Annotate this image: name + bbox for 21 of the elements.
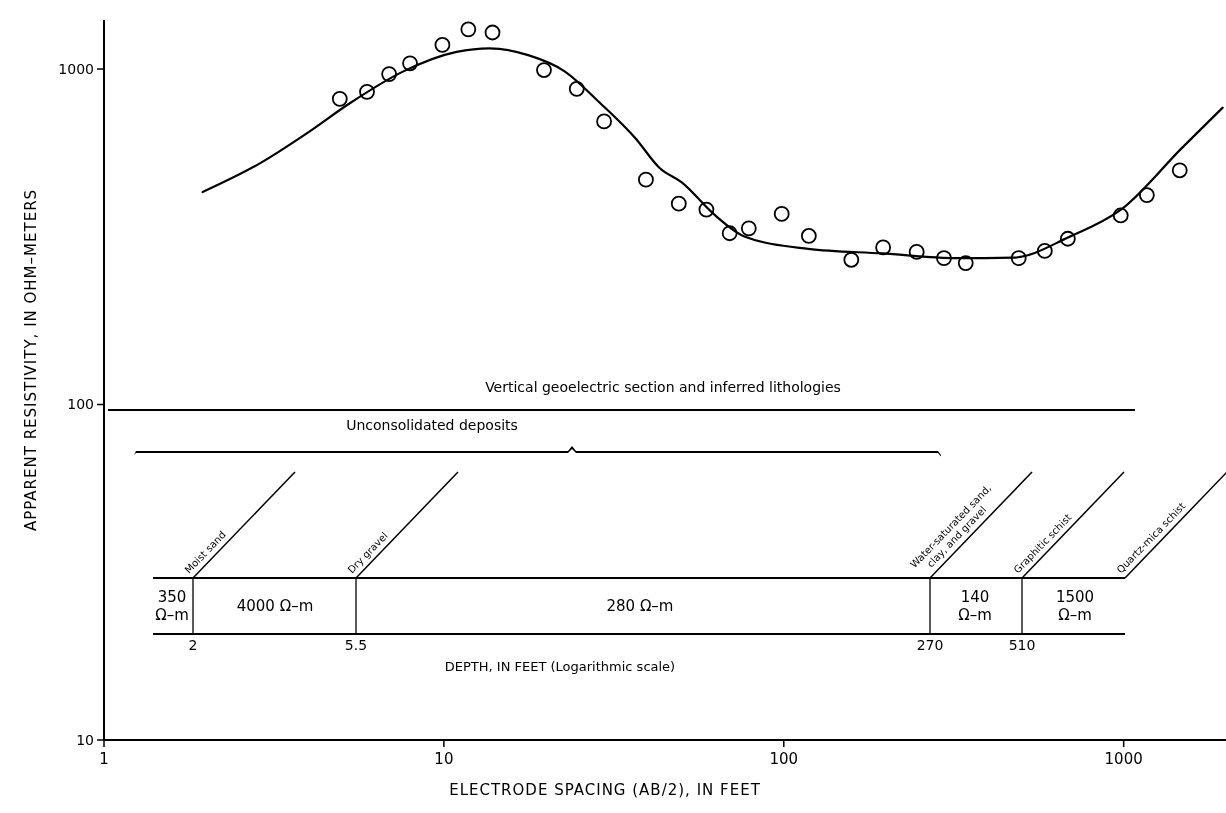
x-axis-title: ELECTRODE SPACING (AB/2), IN FEET — [449, 781, 761, 799]
x-tick-label: 1000 — [1104, 750, 1143, 768]
y-axis-title: APPARENT RESISTIVITY, IN OHM–METERS — [22, 188, 40, 532]
annotation: DEPTH, IN FEET (Logarithmic scale) — [444, 659, 676, 674]
annotation: Vertical geoelectric section and inferred lithologies — [485, 379, 841, 395]
annotation: 2 — [188, 637, 198, 653]
x-tick-label: 100 — [769, 750, 799, 768]
annotation: 5.5 — [344, 637, 368, 653]
y-tick-label: 1000 — [58, 60, 94, 77]
annotation: 270 — [916, 637, 944, 653]
x-tick-label: 1 — [99, 750, 109, 768]
annotation: Unconsolidated deposits — [346, 417, 518, 433]
annotation: 4000 Ω–m — [236, 597, 314, 616]
annotation: 510 — [1008, 637, 1036, 653]
x-tick-label: 10 — [434, 750, 454, 768]
annotation: 1500 Ω–m — [1055, 588, 1095, 624]
y-tick-label: 10 — [76, 731, 94, 748]
annotation: 140 Ω–m — [958, 588, 992, 624]
y-tick-label: 100 — [67, 396, 94, 413]
annotation: 280 Ω–m — [606, 597, 674, 616]
annotation: 350 Ω–m — [155, 588, 189, 624]
